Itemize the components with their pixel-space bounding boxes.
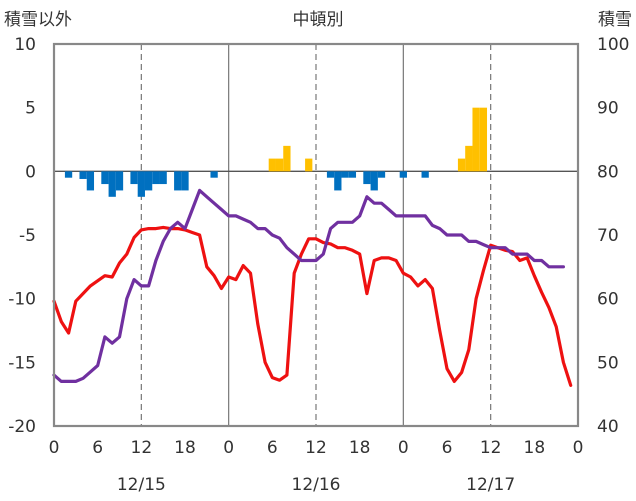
x-tick-label: 18: [524, 438, 546, 458]
precip-bar-negative: [370, 171, 378, 191]
date-label: 12/17: [466, 475, 515, 495]
precip-bar-positive: [283, 145, 291, 172]
precip-bar-negative: [115, 171, 124, 191]
precip-bar-negative: [348, 171, 357, 178]
snow_depth-line: [52, 188, 565, 383]
precip-bar-negative: [377, 171, 386, 178]
precip-bar-negative: [399, 171, 407, 178]
precip-bar-negative: [363, 171, 371, 185]
precip-bar-negative: [137, 171, 145, 197]
precip-bar-negative: [79, 171, 87, 179]
precip-bar-positive: [457, 158, 466, 172]
precip-bar-negative: [326, 171, 335, 178]
x-tick-label: 6: [92, 438, 103, 458]
right-axis-label: 積雪: [598, 10, 632, 30]
precip-bar-negative: [210, 171, 218, 178]
left-axis-label: 積雪以外: [4, 10, 72, 30]
right-y-tick-label: 100: [597, 35, 629, 55]
x-tick-label: 6: [442, 438, 453, 458]
chart-title: 中頓別: [293, 10, 344, 30]
x-tick-label: 6: [267, 438, 278, 458]
precip-bar-positive: [275, 158, 284, 172]
precip-bar-negative: [181, 171, 189, 191]
temperature-line: [52, 225, 573, 387]
right-y-tick-label: 40: [597, 417, 619, 437]
precip-bar-negative: [86, 171, 95, 191]
x-tick-label: 0: [398, 438, 409, 458]
precip-bar-negative: [421, 171, 429, 178]
date-label: 12/15: [117, 475, 166, 495]
precip-bar-negative: [130, 171, 138, 185]
left-y-tick-label: -20: [8, 417, 36, 437]
axes-layer: [52, 42, 580, 428]
x-tick-label: 18: [174, 438, 196, 458]
right-y-tick-label: 50: [597, 353, 619, 373]
x-tick-label: 0: [573, 438, 584, 458]
left-y-tick-label: 5: [25, 99, 36, 119]
precip-bar-positive: [472, 107, 480, 172]
x-tick-label: 0: [223, 438, 234, 458]
precip-bar-negative: [108, 171, 116, 197]
bars-layer: [64, 107, 488, 197]
grid-layer: [54, 44, 578, 426]
left-y-tick-label: -5: [19, 226, 36, 246]
precip-bar-negative: [152, 171, 160, 185]
left-y-tick-label: 10: [14, 35, 36, 55]
right-y-tick-label: 70: [597, 226, 619, 246]
left-y-tick-label: -10: [8, 290, 36, 310]
precip-bar-positive: [268, 158, 276, 172]
precip-bar-positive: [465, 145, 473, 172]
date-label: 12/16: [292, 475, 341, 495]
lines-layer: [52, 188, 573, 387]
precip-bar-negative: [101, 171, 109, 185]
left-y-tick-label: -15: [8, 353, 36, 373]
x-tick-label: 18: [349, 438, 371, 458]
x-tick-label: 0: [49, 438, 60, 458]
precip-bar-negative: [64, 171, 73, 178]
precip-bar-negative: [144, 171, 153, 191]
precip-bar-negative: [159, 171, 167, 185]
plot-frame: [52, 42, 580, 428]
left-y-tick-label: 0: [25, 162, 36, 182]
right-y-tick-label: 60: [597, 290, 619, 310]
right-y-tick-label: 90: [597, 99, 619, 119]
precip-bar-negative: [334, 171, 342, 191]
x-tick-label: 12: [480, 438, 502, 458]
right-y-tick-label: 80: [597, 162, 619, 182]
precip-bar-positive: [479, 107, 488, 172]
x-tick-label: 12: [305, 438, 327, 458]
precip-bar-negative: [174, 171, 182, 191]
precip-bar-positive: [305, 158, 313, 172]
x-tick-label: 12: [131, 438, 153, 458]
precip-bar-negative: [341, 171, 349, 178]
